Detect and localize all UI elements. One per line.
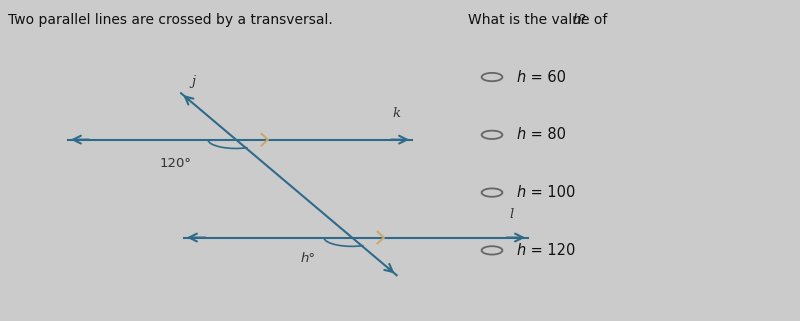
Text: = 120: = 120 [526, 243, 576, 258]
Text: h: h [516, 185, 526, 200]
Text: h: h [572, 13, 581, 27]
Text: h°: h° [301, 252, 315, 265]
Text: h: h [516, 243, 526, 258]
Text: 120°: 120° [160, 157, 192, 170]
Text: h: h [516, 70, 526, 84]
Text: = 100: = 100 [526, 185, 576, 200]
Text: Two parallel lines are crossed by a transversal.: Two parallel lines are crossed by a tran… [8, 13, 333, 27]
Text: What is the value of: What is the value of [468, 13, 612, 27]
Text: j: j [191, 75, 195, 88]
Text: h: h [516, 127, 526, 142]
Text: ?: ? [578, 13, 586, 27]
Text: k: k [392, 108, 400, 120]
Text: l: l [510, 209, 514, 221]
Text: = 60: = 60 [526, 70, 566, 84]
Text: = 80: = 80 [526, 127, 566, 142]
